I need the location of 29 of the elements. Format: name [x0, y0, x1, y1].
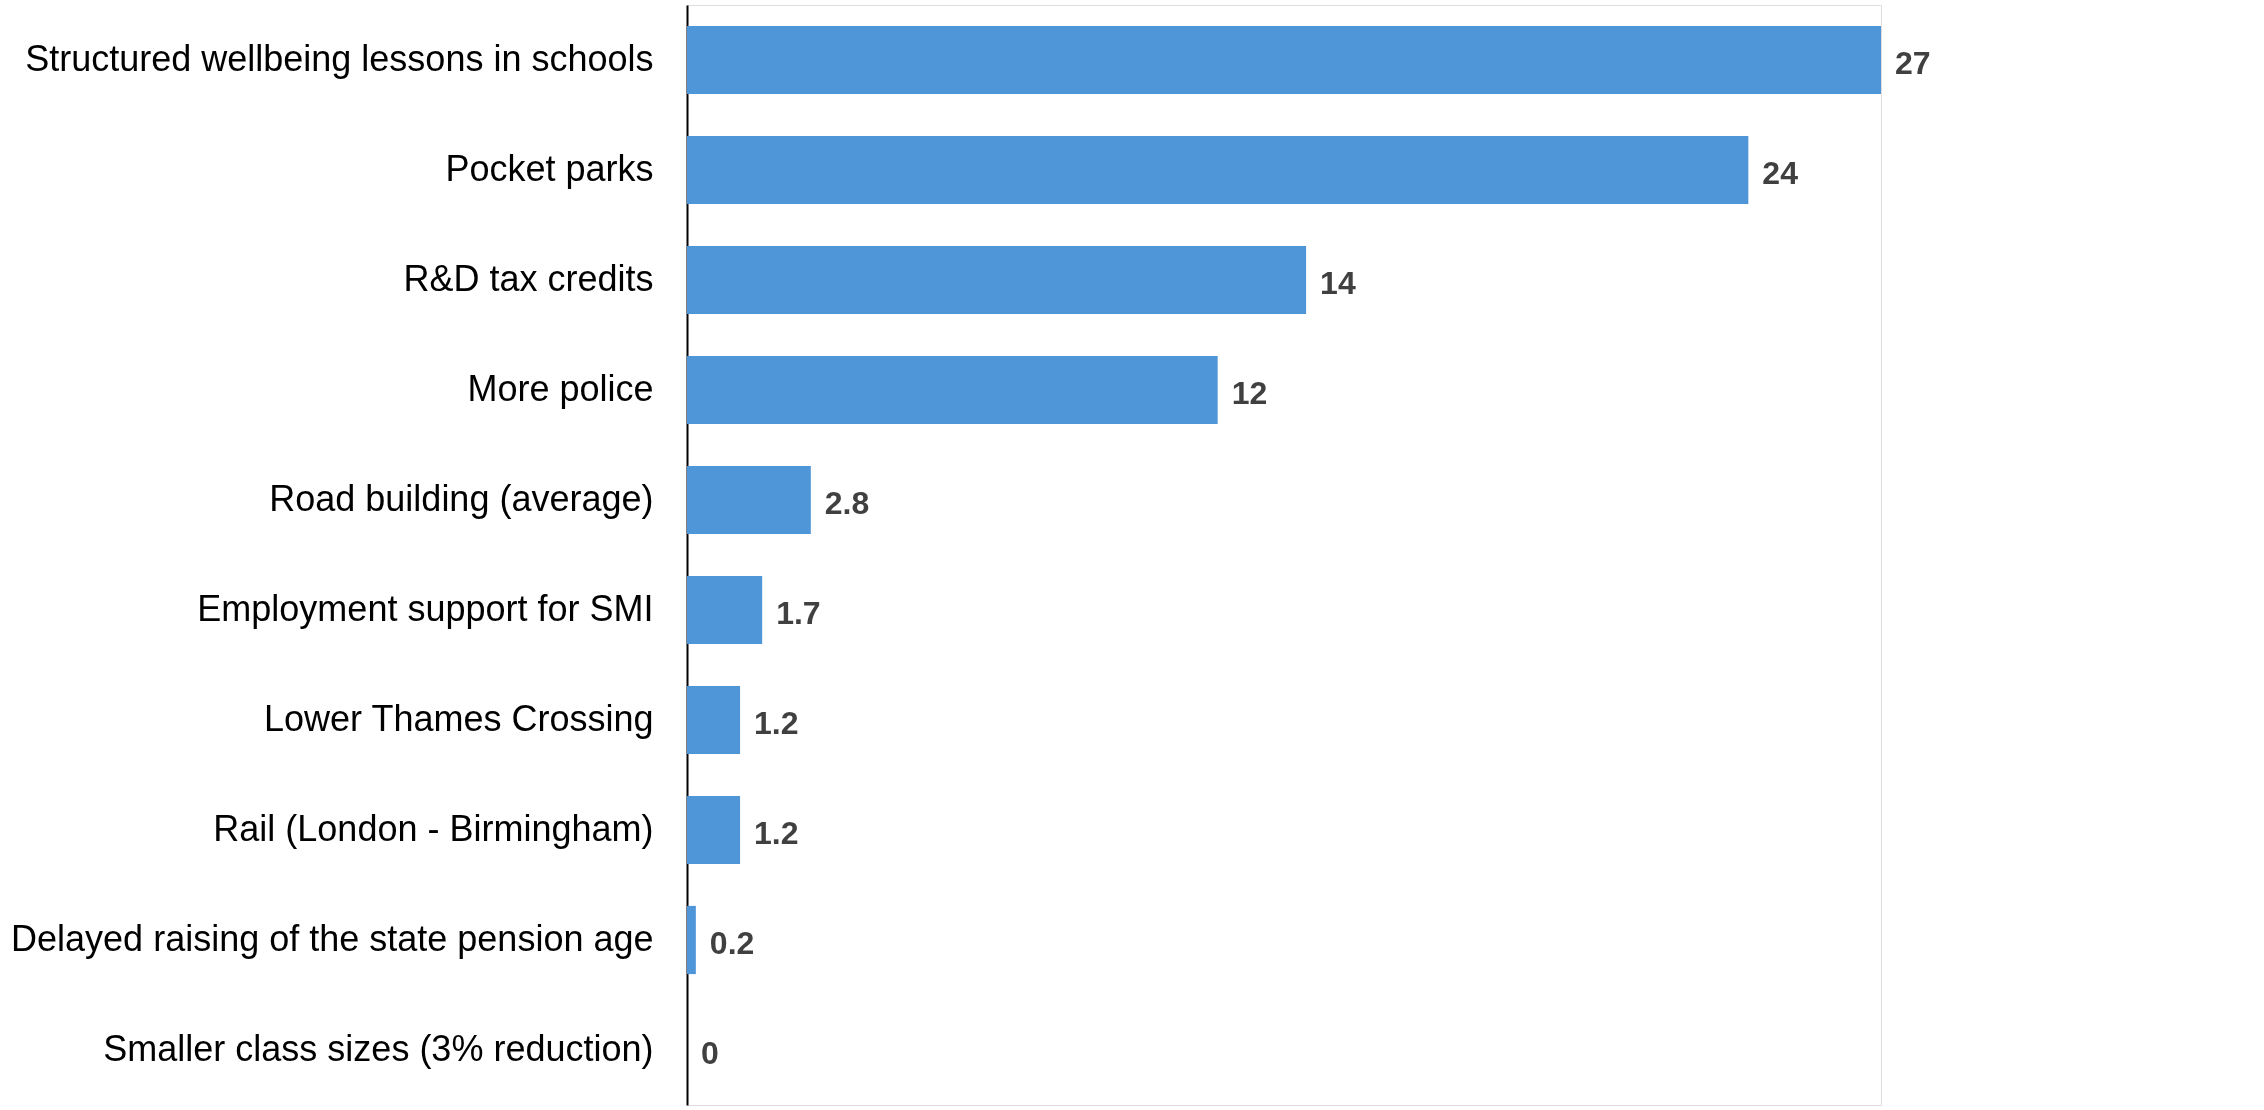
y-tick-label: Delayed raising of the state pension age [11, 918, 654, 959]
data-label: 1.2 [754, 705, 799, 741]
y-tick-label: Pocket parks [445, 148, 654, 189]
bar [687, 685, 741, 755]
bar [687, 465, 811, 535]
data-label: 1.7 [776, 595, 821, 631]
data-label: 0.2 [709, 925, 755, 961]
y-tick-label: Rail (London - Birmingham) [213, 808, 654, 849]
y-tick-label: Employment support for SMI [197, 588, 654, 629]
data-label: 12 [1231, 375, 1268, 411]
data-label: 0 [701, 1035, 719, 1071]
data-label: 2.8 [824, 485, 870, 521]
bar [687, 355, 1218, 425]
y-tick-label: R&D tax credits [403, 258, 654, 299]
y-tick-label: Lower Thames Crossing [264, 698, 654, 739]
data-label: 1.2 [754, 815, 799, 851]
bar [687, 245, 1307, 315]
y-tick-label: Smaller class sizes (3% reduction) [103, 1028, 654, 1069]
bar [687, 905, 696, 975]
y-tick-label: More police [467, 368, 654, 409]
bar [687, 135, 1749, 205]
bar [687, 575, 763, 645]
y-tick-label: Road building (average) [269, 478, 654, 519]
bar [687, 25, 1881, 95]
data-label: 24 [1762, 155, 1799, 191]
bar [687, 795, 741, 865]
data-label: 27 [1895, 45, 1931, 81]
y-tick-label: Structured wellbeing lessons in schools [25, 38, 654, 79]
data-label: 14 [1320, 265, 1356, 301]
